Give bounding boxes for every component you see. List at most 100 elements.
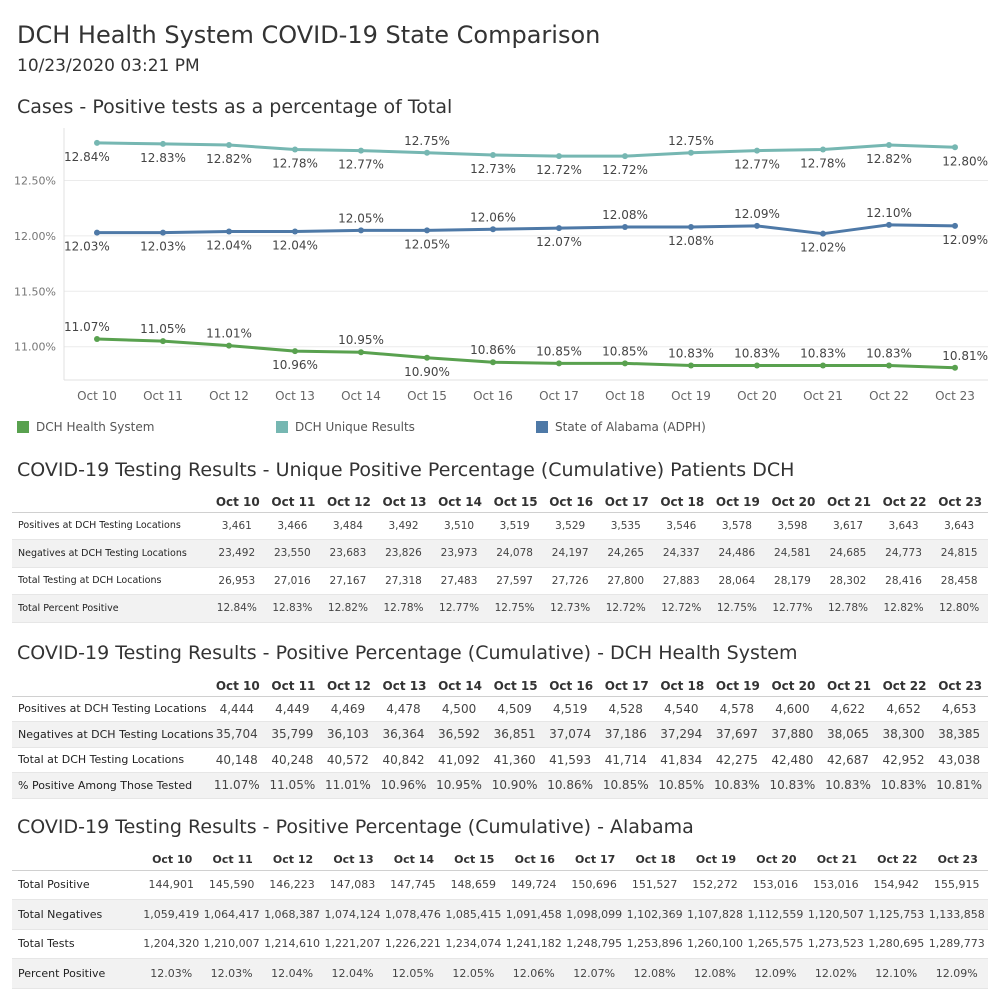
- table-cell: 12.84%: [210, 594, 266, 623]
- table-cell: 38,300: [876, 721, 933, 748]
- data-label: 12.75%: [404, 134, 450, 148]
- x-tick-label: Oct 13: [275, 389, 315, 403]
- table-cell: 27,597: [487, 567, 544, 595]
- data-point: [556, 225, 562, 232]
- data-point: [886, 142, 892, 149]
- table-cell: 27,167: [321, 567, 377, 595]
- table-cell: 41,092: [432, 747, 488, 773]
- row-label: Negatives at DCH Testing Locations: [12, 721, 214, 748]
- data-point: [226, 142, 232, 149]
- row-label: Total Positive: [12, 870, 142, 900]
- data-point: [94, 139, 100, 146]
- table-cell: 4,449: [265, 696, 322, 722]
- data-point: [754, 362, 760, 369]
- column-header: Oct 20: [765, 492, 822, 513]
- data-label: 12.05%: [338, 211, 384, 225]
- data-point: [226, 342, 232, 349]
- table-cell: 4,653: [932, 696, 988, 722]
- table-cell: 38,065: [821, 721, 877, 748]
- table-cell: 4,600: [765, 696, 822, 722]
- data-point: [952, 222, 958, 229]
- row-label: % Positive Among Those Tested: [12, 772, 211, 799]
- table-cell: 12.82%: [321, 594, 377, 623]
- column-header: Oct 16: [543, 492, 599, 513]
- table-cell: 147,083: [323, 870, 384, 900]
- table-cell: 1,078,476: [383, 899, 445, 930]
- data-label: 12.02%: [800, 241, 846, 255]
- column-header: Oct 20: [746, 850, 807, 871]
- table-cell: 3,510: [432, 512, 488, 540]
- column-header: Oct 11: [265, 676, 322, 697]
- table-cell: 4,519: [543, 696, 599, 722]
- chart-title: Cases - Positive tests as a percentage o…: [17, 96, 453, 118]
- table-cell: 28,179: [765, 567, 822, 595]
- table-cell: 40,572: [321, 747, 377, 773]
- line-chart: 12.50% 12.00% 11.50% 11.00% Oct 10 Oct 11 Oct …: [14, 128, 988, 403]
- table-cell: 12.77%: [765, 594, 822, 623]
- column-header: Oct 12: [262, 850, 324, 871]
- table-cell: 12.02%: [806, 958, 868, 989]
- row-label: Total Tests: [12, 929, 142, 959]
- table-cell: 12.78%: [376, 594, 433, 623]
- table-title-alabama: COVID-19 Testing Results - Positive Perc…: [17, 816, 694, 838]
- x-tick-label: Oct 20: [737, 389, 777, 403]
- column-header: Oct 19: [710, 676, 766, 697]
- column-header: Oct 22: [867, 850, 928, 871]
- data-label: 12.72%: [602, 163, 648, 177]
- data-label: 12.82%: [206, 152, 252, 166]
- table-cell: 3,535: [598, 512, 655, 540]
- data-point: [358, 349, 364, 356]
- table-cell: 1,074,124: [323, 899, 384, 930]
- table-cell: 12.83%: [265, 594, 322, 623]
- data-label: 12.82%: [866, 152, 912, 166]
- data-label: 12.04%: [206, 238, 252, 252]
- series-line: [97, 223, 956, 236]
- data-label: 12.09%: [942, 233, 988, 247]
- table-cell: 3,519: [487, 512, 544, 540]
- table-cell: 42,687: [821, 747, 877, 773]
- data-point: [820, 230, 826, 237]
- table-cell: 24,078: [487, 539, 544, 568]
- column-header: Oct 10: [210, 676, 266, 697]
- table-cell: 11.01%: [321, 772, 377, 799]
- table-row: Percent Positive 12.03% 12.03% 12.04% 12.04%…: [12, 958, 988, 989]
- table-cell: 10.86%: [543, 772, 599, 799]
- legend-item-dch-unique-results[interactable]: DCH Unique Results: [276, 420, 415, 434]
- table-cell: 28,416: [876, 567, 933, 595]
- column-header: Oct 21: [821, 676, 877, 697]
- legend-item-dch-health-system[interactable]: DCH Health System: [17, 420, 154, 434]
- table-title-dch-health-system: COVID-19 Testing Results - Positive Perc…: [17, 642, 798, 664]
- table-cell: 3,578: [710, 512, 766, 540]
- column-header: Oct 10: [210, 492, 266, 513]
- table-row: % Positive Among Those Tested 11.07% 11.05…: [12, 772, 988, 799]
- data-label: 12.07%: [536, 235, 582, 249]
- column-header: Oct 11: [202, 850, 263, 871]
- series-line: [96, 337, 956, 370]
- table-cell: 1,214,610: [262, 929, 324, 959]
- data-point: [886, 362, 892, 369]
- column-header: Oct 17: [564, 850, 626, 871]
- table-cell: 27,016: [265, 567, 322, 595]
- table-cell: 4,540: [654, 696, 711, 722]
- column-header: Oct 18: [654, 492, 711, 513]
- table-cell: 4,478: [376, 696, 433, 722]
- column-header: Oct 22: [876, 676, 933, 697]
- series-line: [96, 141, 956, 158]
- table-cell: 12.82%: [876, 594, 933, 623]
- legend-item-state-of-alabama[interactable]: State of Alabama (ADPH): [536, 420, 706, 434]
- legend-swatch: [536, 421, 548, 433]
- table-cell: 23,683: [321, 539, 377, 568]
- table-cell: 36,364: [376, 721, 433, 748]
- header-blank: [12, 850, 142, 871]
- table-cell: 1,241,182: [504, 929, 565, 959]
- column-header: Oct 17: [598, 676, 655, 697]
- table-cell: 151,527: [625, 870, 686, 900]
- column-header: Oct 12: [321, 492, 377, 513]
- table-cell: 28,302: [821, 567, 877, 595]
- table-cell: 12.03%: [202, 958, 263, 989]
- table-cell: 42,275: [710, 747, 766, 773]
- x-tick-label: Oct 12: [209, 389, 249, 403]
- table-cell: 4,528: [598, 696, 655, 722]
- table-cell: 10.83%: [821, 772, 877, 799]
- data-point: [952, 364, 958, 371]
